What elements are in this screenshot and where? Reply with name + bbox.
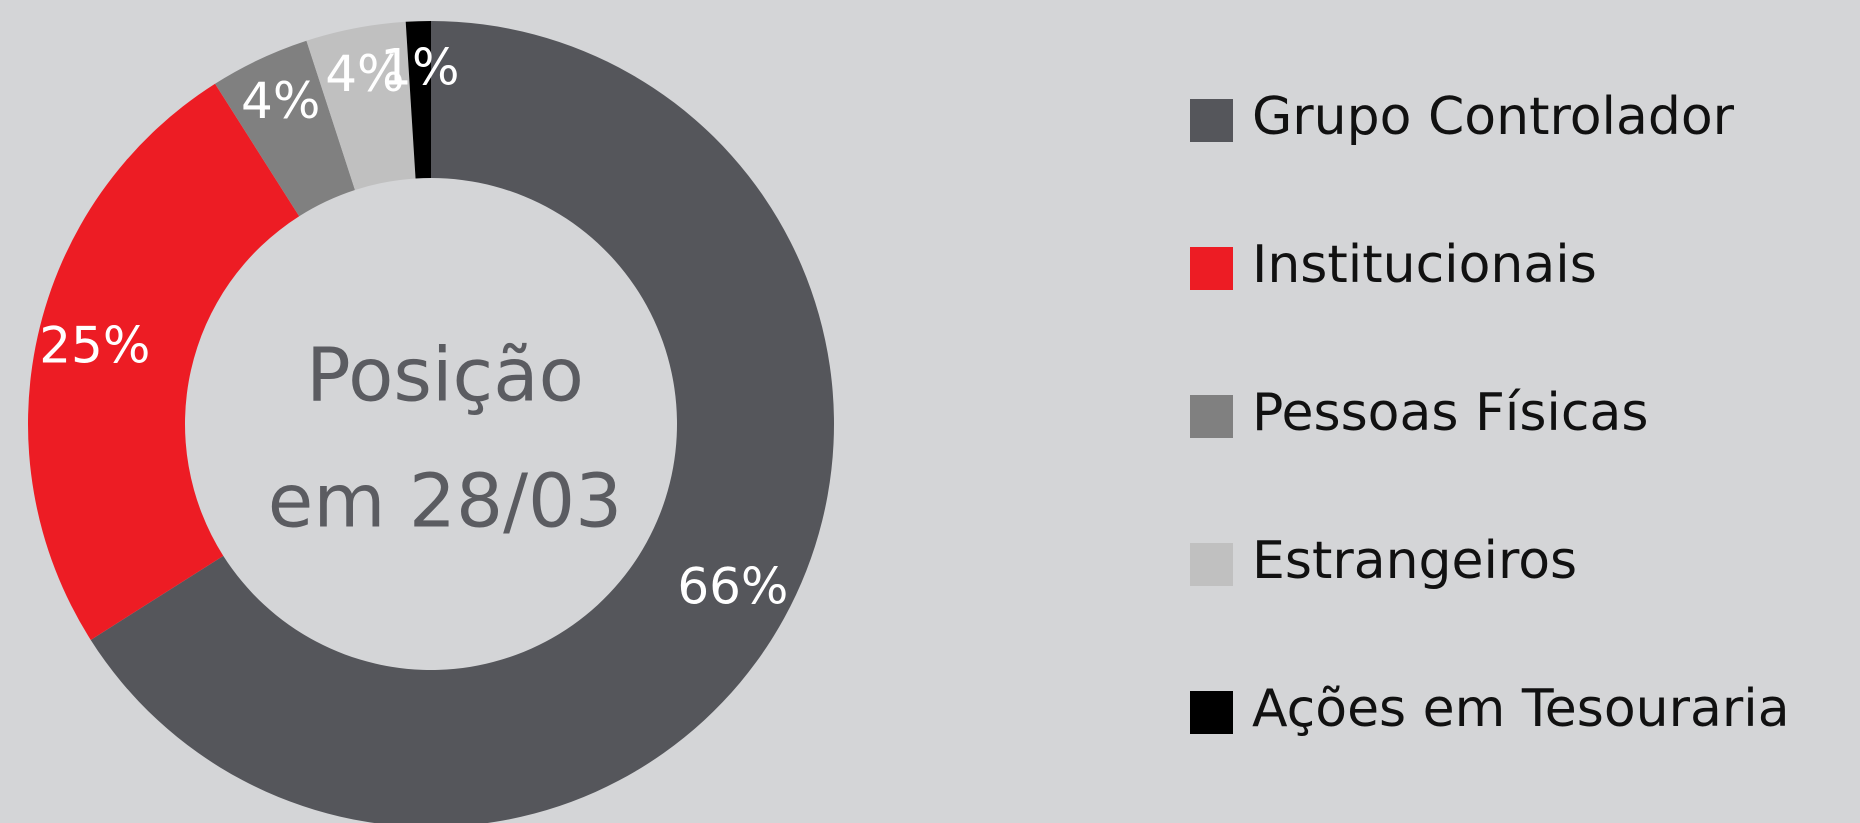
donut-slice — [215, 40, 355, 217]
data-label: 66% — [677, 557, 788, 615]
legend-label: Pessoas Físicas — [1252, 383, 1648, 443]
legend-swatch — [1190, 691, 1233, 734]
donut-slice — [90, 21, 834, 823]
legend-label: Grupo Controlador — [1252, 87, 1735, 147]
legend-label: Institucionais — [1252, 235, 1597, 295]
legend-label: Ações em Tesouraria — [1252, 679, 1790, 739]
donut-slice — [28, 83, 300, 640]
legend-swatch — [1190, 99, 1233, 142]
center-text: Posição — [306, 333, 584, 419]
center-text: em 28/03 — [268, 459, 622, 545]
legend-swatch — [1190, 247, 1233, 290]
data-label: 25% — [39, 316, 150, 374]
legend-swatch — [1190, 395, 1233, 438]
legend-label: Estrangeiros — [1252, 531, 1577, 591]
data-label: 1% — [380, 39, 459, 97]
donut-slice — [306, 21, 416, 191]
data-label: 4% — [325, 45, 404, 103]
legend-swatch — [1190, 543, 1233, 586]
donut-slice — [405, 21, 431, 179]
data-label: 4% — [241, 72, 320, 130]
